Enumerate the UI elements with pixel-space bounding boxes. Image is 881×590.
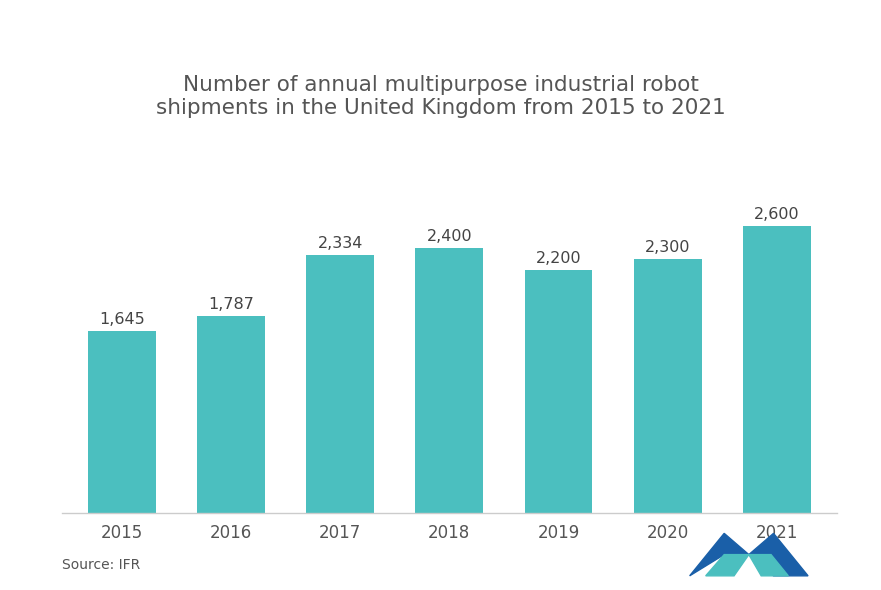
Polygon shape <box>706 555 749 576</box>
Text: 2,200: 2,200 <box>536 251 581 266</box>
Text: Source: IFR: Source: IFR <box>62 558 140 572</box>
Bar <box>88 332 156 513</box>
Bar <box>197 316 265 513</box>
Text: 2,600: 2,600 <box>754 207 800 222</box>
Polygon shape <box>690 533 749 576</box>
Bar <box>633 259 701 513</box>
Text: 2,334: 2,334 <box>317 236 363 251</box>
Polygon shape <box>749 533 808 576</box>
Bar <box>525 270 592 513</box>
Text: 2,400: 2,400 <box>426 229 472 244</box>
Polygon shape <box>749 555 788 576</box>
Text: 1,787: 1,787 <box>208 297 254 312</box>
Text: 1,645: 1,645 <box>99 313 144 327</box>
Text: 2,300: 2,300 <box>645 240 691 255</box>
Bar <box>743 226 811 513</box>
Bar <box>416 248 483 513</box>
Text: Number of annual multipurpose industrial robot
shipments in the United Kingdom f: Number of annual multipurpose industrial… <box>156 75 725 118</box>
Bar <box>307 255 374 513</box>
